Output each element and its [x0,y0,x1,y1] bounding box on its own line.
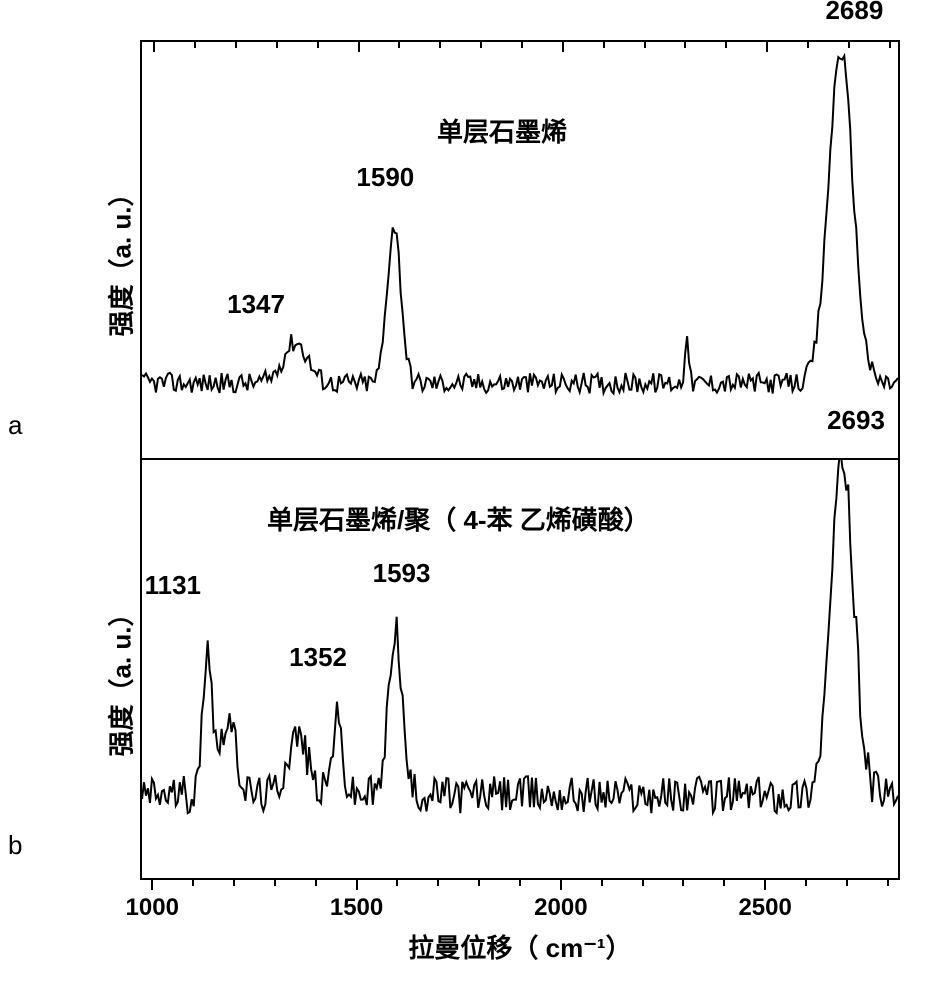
raman-figure: 强度（a. u.） a 强度（a. u.） b 单层石墨烯 1347159026… [80,40,920,960]
x-tick-label: 1000 [126,894,179,922]
peak-label: 1593 [373,558,431,589]
x-minor-tick [437,880,439,886]
panel-a-letter: a [8,410,22,441]
x-tick-mark [560,880,562,890]
peak-label: 1347 [227,289,285,320]
panel-a: 单层石墨烯 134715902689 [142,42,898,460]
x-tick-label: 2500 [738,894,791,922]
x-tick-mark [764,880,766,890]
x-minor-tick [396,880,398,886]
x-axis-label: 拉曼位移（ cm⁻¹） [140,928,900,965]
x-tick-label: 1500 [330,894,383,922]
peak-label: 1131 [145,570,201,601]
panel-b-title: 单层石墨烯/聚（ 4-苯 乙烯磺酸） [267,500,650,537]
x-axis-ticks: 1000150020002500 [140,880,900,920]
x-minor-tick [478,880,480,886]
peak-label: 1352 [289,642,347,673]
y-axis-label-a: 强度（a. u.） [102,159,139,359]
spectrum-a [142,42,898,458]
x-tick-mark [151,880,153,890]
x-minor-tick [887,880,889,886]
x-minor-tick [315,880,317,886]
x-tick-label: 2000 [534,894,587,922]
x-minor-tick [805,880,807,886]
panel-a-title: 单层石墨烯 [437,112,567,149]
peak-label: 1590 [356,162,414,193]
peak-label: 2689 [825,0,883,26]
x-minor-tick [642,880,644,886]
panel-b-letter: b [8,830,22,861]
plot-panels: 单层石墨烯 134715902689 单层石墨烯/聚（ 4-苯 乙烯磺酸） 11… [140,40,900,880]
x-tick-mark [356,880,358,890]
x-minor-tick [601,880,603,886]
x-minor-tick [192,880,194,886]
panel-b: 单层石墨烯/聚（ 4-苯 乙烯磺酸） 1131135215932693 [142,460,898,878]
y-axis-label-b: 强度（a. u.） [102,579,139,779]
x-minor-tick [274,880,276,886]
x-minor-tick [233,880,235,886]
x-minor-tick [519,880,521,886]
peak-label: 2693 [827,405,885,436]
x-minor-tick [682,880,684,886]
x-minor-tick [846,880,848,886]
x-minor-tick [723,880,725,886]
